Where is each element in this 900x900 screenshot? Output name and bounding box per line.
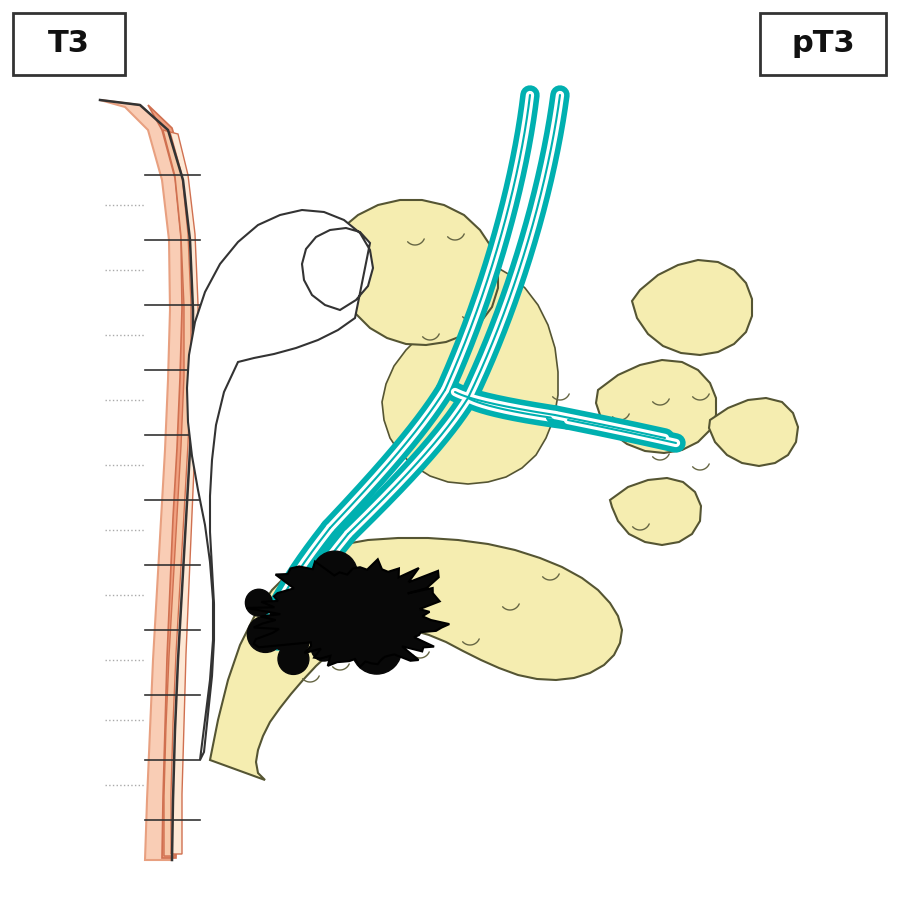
Polygon shape — [148, 105, 197, 858]
FancyBboxPatch shape — [13, 13, 125, 75]
Circle shape — [270, 597, 308, 634]
Circle shape — [268, 614, 306, 652]
Circle shape — [248, 616, 284, 652]
Circle shape — [278, 644, 309, 674]
Circle shape — [352, 624, 401, 674]
Polygon shape — [163, 130, 193, 856]
Polygon shape — [610, 478, 701, 545]
Polygon shape — [632, 260, 752, 355]
Text: T3: T3 — [48, 30, 90, 58]
Polygon shape — [247, 559, 449, 667]
Text: pT3: pT3 — [791, 30, 855, 58]
Circle shape — [367, 580, 392, 605]
Polygon shape — [100, 100, 193, 860]
Polygon shape — [210, 538, 622, 780]
Polygon shape — [382, 268, 558, 484]
Polygon shape — [170, 132, 198, 854]
FancyBboxPatch shape — [760, 13, 886, 75]
Polygon shape — [338, 200, 498, 345]
Circle shape — [283, 627, 310, 654]
Circle shape — [311, 635, 337, 661]
Polygon shape — [709, 398, 798, 466]
Circle shape — [312, 551, 357, 596]
Polygon shape — [187, 210, 373, 760]
Circle shape — [246, 590, 273, 616]
Polygon shape — [596, 360, 716, 453]
